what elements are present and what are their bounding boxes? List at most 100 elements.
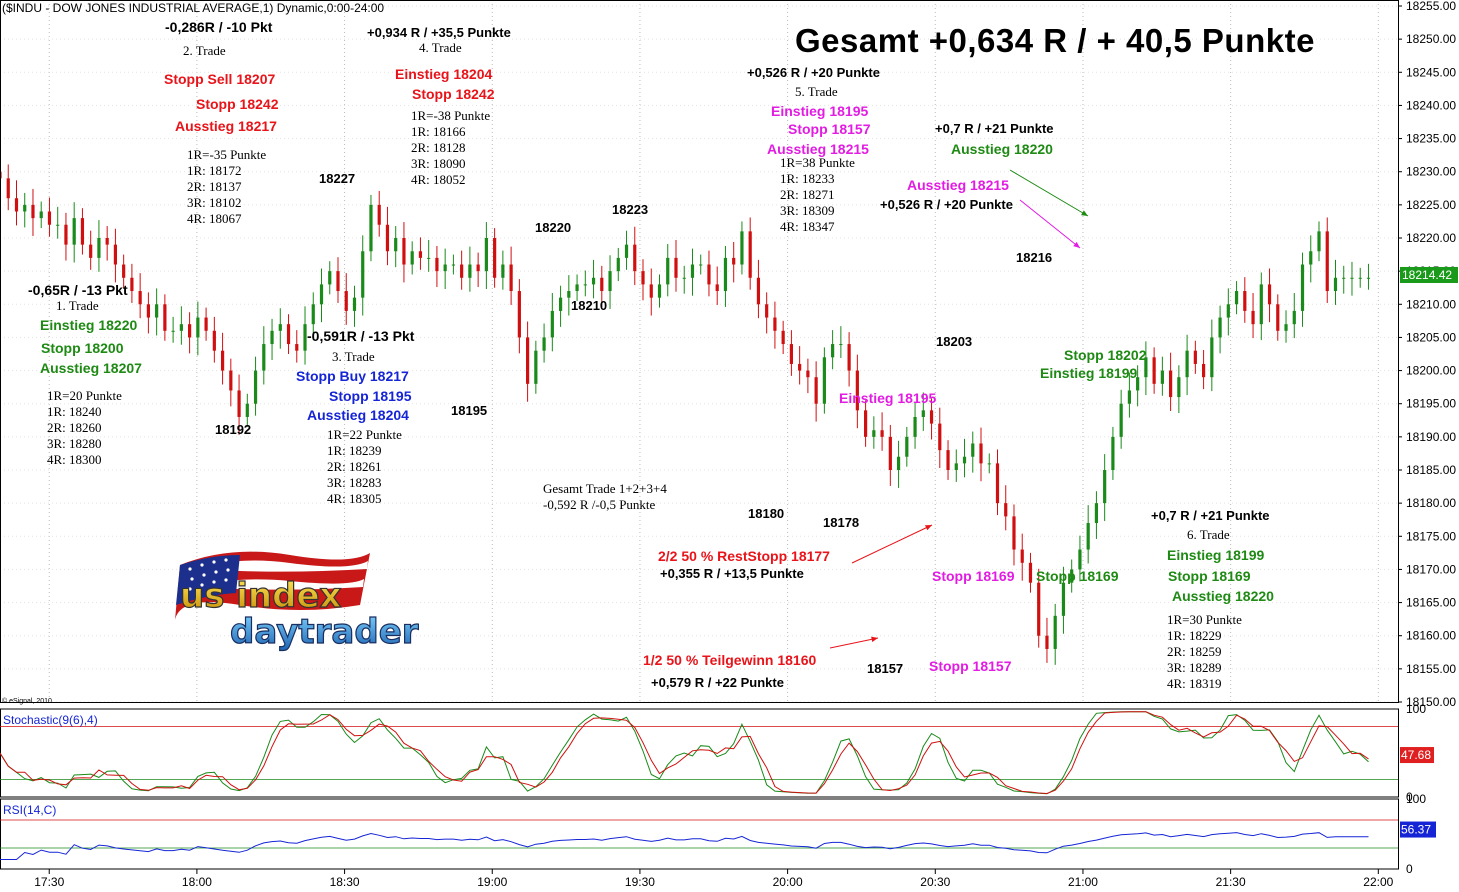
candle-body	[863, 410, 868, 437]
candle-body	[946, 450, 950, 470]
candle-body	[443, 264, 447, 272]
logo-line1: us index	[180, 576, 342, 616]
time-tick-label: 21:30	[1216, 875, 1246, 889]
annotation-lbl-18220: 18220	[535, 220, 572, 235]
price-tick-label: 18220.00	[1406, 231, 1456, 245]
annotation-t6-exit: Ausstieg 18220	[1172, 588, 1274, 604]
candle-body	[542, 337, 546, 351]
candle-body	[97, 238, 101, 258]
candle-body	[410, 251, 414, 265]
stoch-series-line	[0, 711, 1369, 795]
annotation-t2-r3: 3R: 18102	[187, 195, 242, 210]
time-tick-label: 22:00	[1363, 875, 1393, 889]
annotation-t1-r1: 1R: 18240	[47, 404, 102, 419]
candle-body	[14, 198, 19, 212]
annotation-t5-r0: 1R=38 Punkte	[780, 155, 855, 170]
candle-body	[822, 357, 826, 404]
annotation-lbl-18178: 18178	[823, 515, 860, 530]
time-tick-label: 19:30	[625, 875, 655, 889]
reststop-arrow-head	[925, 525, 932, 531]
candle-body	[1111, 436, 1115, 470]
chart-title: Gesamt +0,634 R / + 40,5 Punkte	[795, 22, 1315, 59]
candle-body	[89, 244, 93, 258]
annotation-lbl-18223: 18223	[612, 202, 649, 217]
candle-body	[1226, 304, 1230, 318]
candle-body	[1028, 562, 1033, 583]
candle-body	[1119, 403, 1123, 437]
price-tick-label: 18190.00	[1406, 430, 1456, 444]
candle-body	[1309, 251, 1313, 265]
candle-body	[600, 277, 604, 292]
annotation-arrows	[829, 169, 1089, 649]
candle-body	[196, 317, 200, 338]
rsi-series-line	[0, 832, 1369, 860]
candle-body	[484, 238, 488, 272]
candle-body	[798, 363, 802, 371]
price-tick-label: 18175.00	[1406, 529, 1456, 543]
candle-body	[905, 436, 909, 457]
annotation-t3-r0: 1R=22 Punkte	[327, 427, 402, 442]
annotation-lbl-18195: 18195	[451, 403, 488, 418]
annotation-t5-name: 5. Trade	[795, 84, 838, 99]
time-tick-label: 20:30	[920, 875, 950, 889]
candle-body	[1185, 350, 1189, 378]
candle-body	[624, 244, 629, 258]
annotation-t6-entry18199: Einstieg 18199	[1040, 365, 1138, 381]
candle-body	[773, 317, 777, 331]
candle-body	[295, 344, 299, 351]
annotation-t4-r1: 1R: 18166	[411, 124, 466, 139]
exit-arrow-magenta	[1019, 199, 1081, 249]
last-price-label: 18214.42	[1402, 268, 1452, 282]
time-tick-label: 21:00	[1068, 875, 1098, 889]
price-tick-label: 18240.00	[1406, 98, 1456, 112]
annotation-t5b-exit: Ausstieg 18215	[907, 177, 1009, 193]
price-tick-label: 18160.00	[1406, 629, 1456, 643]
annotation-t1-name: 1. Trade	[56, 298, 99, 313]
candle-body	[1177, 377, 1181, 398]
candle-body	[789, 344, 794, 364]
candle-body	[1061, 582, 1066, 616]
candle-body	[1053, 615, 1057, 649]
candle-body	[575, 284, 579, 292]
annotation-t6top-exit: Ausstieg 18220	[951, 141, 1053, 157]
candle-body	[979, 443, 983, 464]
annotation-t6-result: +0,7 R / +21 Punkte	[1151, 508, 1270, 523]
annotation-t5-r1: 1R: 18233	[780, 171, 835, 186]
candle-body	[526, 337, 530, 384]
price-tick-label: 18185.00	[1406, 463, 1456, 477]
annotation-t2-stopp: Stopp 18242	[196, 96, 279, 112]
candle-body	[64, 224, 68, 245]
candle-body	[633, 244, 637, 272]
annotation-t3-r2: 2R: 18261	[327, 459, 382, 474]
candle-body	[435, 257, 439, 272]
annotation-lbl-18216: 18216	[1016, 250, 1053, 265]
candle-body	[1037, 582, 1041, 636]
candle-body	[460, 264, 464, 278]
candle-body	[896, 456, 901, 470]
candle-body	[468, 264, 472, 278]
annotation-t2-name: 2. Trade	[183, 43, 226, 58]
annotation-t5-entry-mid: Einstieg 18195	[839, 390, 937, 406]
candle-body	[204, 317, 208, 331]
annotation-t2-r1: 1R: 18172	[187, 163, 242, 178]
annotation-t1-r4: 4R: 18300	[47, 452, 102, 467]
candle-body	[954, 463, 958, 470]
price-tick-label: 18235.00	[1406, 132, 1456, 146]
annotation-t6-r1: 1R: 18229	[1167, 628, 1222, 643]
annotation-lbl-18227: 18227	[319, 171, 356, 186]
candle-body	[402, 238, 406, 265]
candle-body	[806, 370, 810, 378]
stoch-value-badge	[1400, 747, 1434, 764]
price-tick-label: 18150.00	[1406, 695, 1456, 709]
candle-body	[451, 264, 456, 266]
annotation-t5-exit: Ausstieg 18215	[767, 141, 869, 157]
annotation-t5-reststop: 2/2 50 % RestStopp 18177	[658, 548, 830, 564]
price-tick-label: 18155.00	[1406, 662, 1456, 676]
candle-body	[1234, 291, 1239, 305]
price-grid	[0, 0, 1398, 703]
candle-body	[501, 264, 505, 278]
annotation-t3-r1: 1R: 18239	[327, 443, 382, 458]
annotation-t5-stopp18157: Stopp 18157	[929, 658, 1012, 674]
